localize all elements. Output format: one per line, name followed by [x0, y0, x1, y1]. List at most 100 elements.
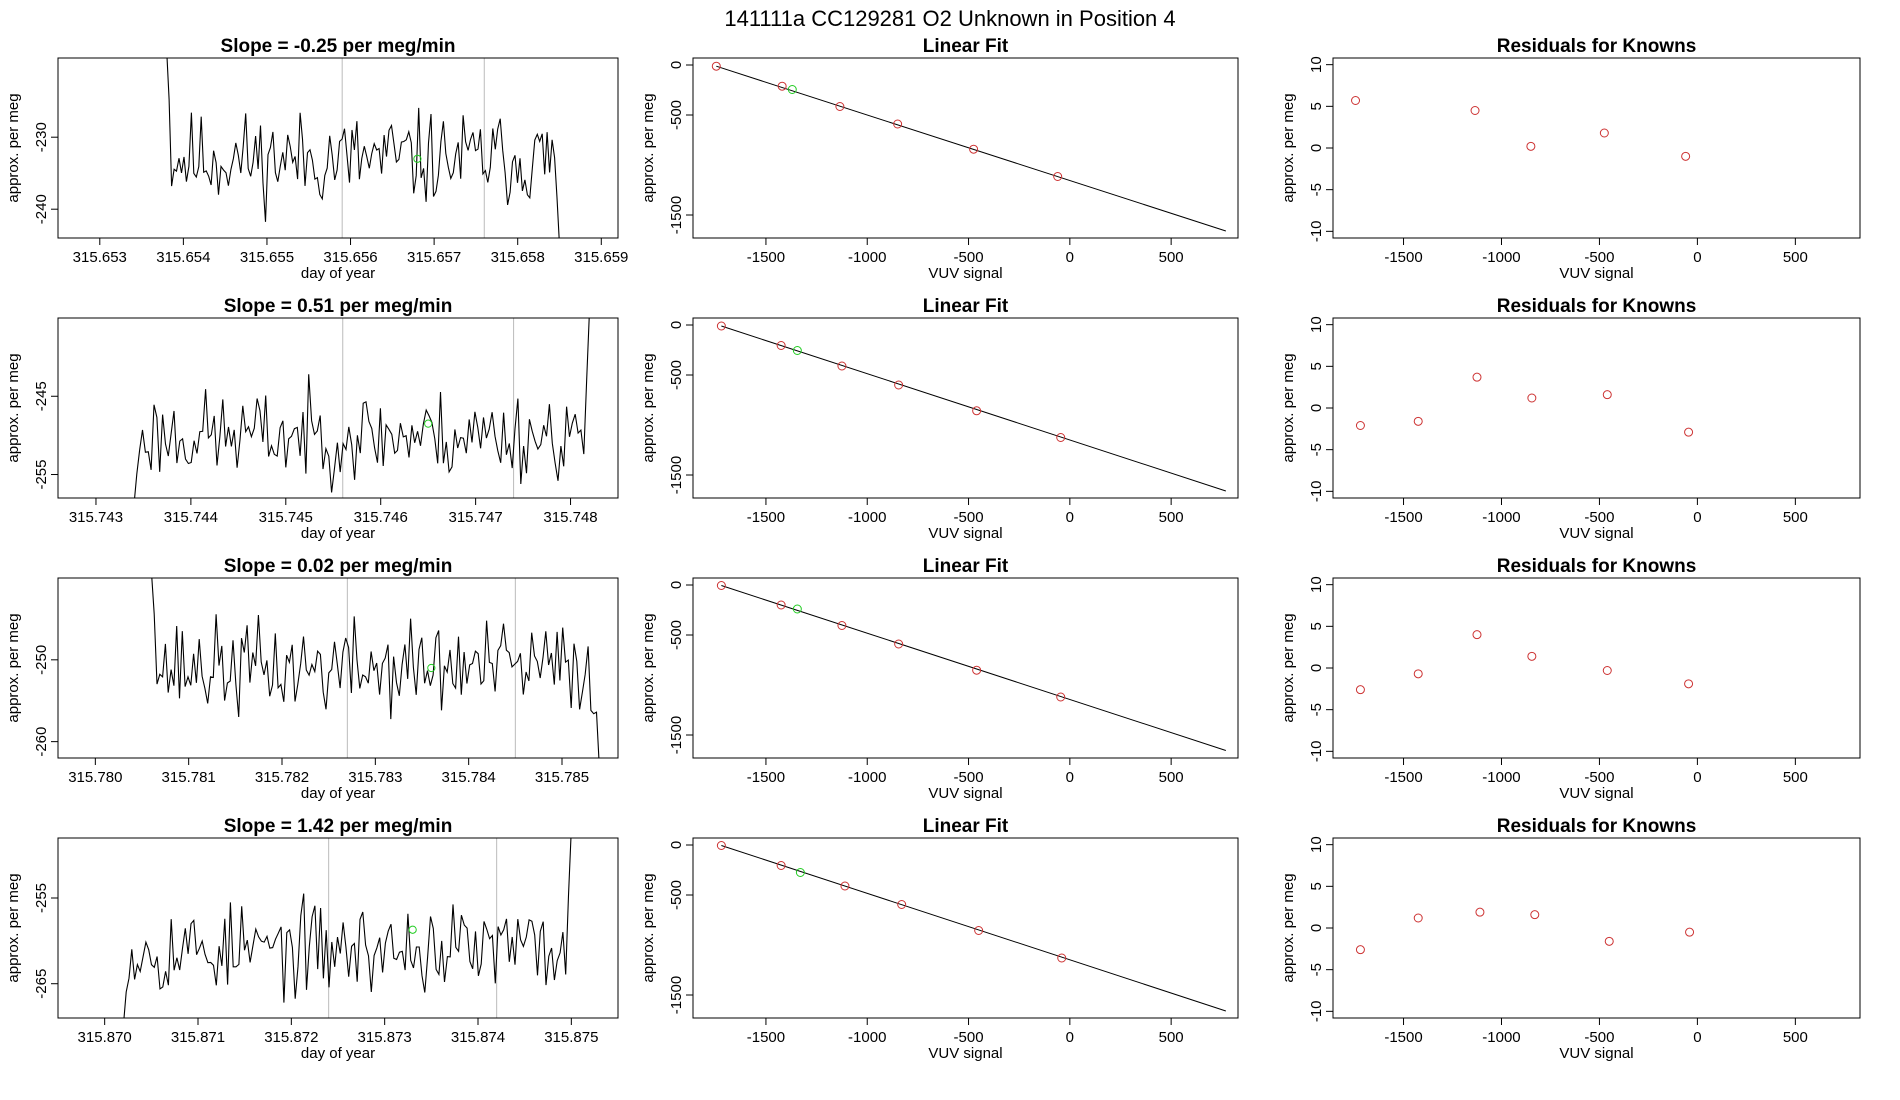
y-tick-label: -500	[668, 880, 685, 910]
panel-r1-resid: Residuals for Knowns -1500 -1000 -500 0 500 10…	[1280, 296, 1861, 542]
y-axis-label: approx. per meg	[5, 93, 22, 202]
y-axis-label: approx. per meg	[5, 353, 22, 462]
known-point	[776, 341, 786, 350]
known-point	[974, 926, 984, 935]
x-tick-label: -1500	[1384, 769, 1422, 786]
x-tick-label: -500	[1584, 249, 1614, 266]
x-tick-label: 315.871	[171, 1029, 225, 1046]
panel-r2-resid: Residuals for Knowns -1500 -1000 -500 0 500 10…	[1280, 556, 1861, 802]
y-tick-label: -5	[1308, 183, 1325, 196]
plot-frame	[1332, 57, 1861, 239]
residual-point	[1684, 679, 1694, 689]
fit-line	[721, 845, 1226, 1012]
x-tick-label: -1500	[747, 249, 785, 266]
y-tick-label: -500	[668, 620, 685, 650]
panel-title: Linear Fit	[923, 296, 1009, 317]
plot-area	[711, 61, 1226, 232]
y-axis-label: approx. per meg	[1280, 93, 1297, 202]
x-tick-label: 500	[1159, 1029, 1184, 1046]
x-tick-label: 0	[1693, 1029, 1701, 1046]
x-tick-label: 315.872	[264, 1029, 318, 1046]
x-tick-label: -1000	[848, 1029, 886, 1046]
known-point	[835, 102, 845, 111]
residual-point	[1526, 141, 1536, 151]
x-tick-label: -1500	[1384, 1029, 1422, 1046]
x-tick-label: 315.654	[156, 249, 210, 266]
known-point	[969, 144, 979, 154]
residual-point	[1470, 106, 1480, 115]
x-tick-label: 0	[1066, 249, 1074, 266]
x-axis-label: VUV signal	[928, 1045, 1002, 1062]
y-tick-label: 10	[1308, 316, 1325, 333]
plot-frame	[1332, 317, 1861, 499]
x-tick-label: 315.744	[164, 509, 218, 526]
residual-point	[1681, 151, 1691, 161]
y-axis-label: approx. per meg	[1280, 873, 1297, 982]
y-tick-label: -255	[33, 883, 50, 913]
known-point	[837, 361, 847, 371]
known-point	[1053, 172, 1063, 181]
y-tick-label: -260	[33, 727, 50, 757]
panel-title: Slope = 0.51 per meg/min	[224, 296, 453, 317]
x-tick-label: 500	[1783, 1029, 1808, 1046]
residual-point	[1685, 927, 1695, 937]
plot-area	[1355, 372, 1694, 437]
plot-frame	[692, 837, 1239, 1019]
x-tick-label: 315.747	[449, 509, 503, 526]
x-tick-label: 315.873	[358, 1029, 412, 1046]
plot-area	[123, 838, 572, 1018]
y-tick-label: -245	[33, 381, 50, 411]
x-tick-label: 315.874	[451, 1029, 505, 1046]
y-axis-label: approx. per meg	[640, 93, 657, 202]
y-axis-label: approx. per meg	[640, 353, 657, 462]
panel-title: Linear Fit	[923, 816, 1009, 837]
unknown-point	[792, 604, 802, 614]
y-axis-label: approx. per meg	[5, 613, 22, 722]
plot-area	[166, 58, 560, 238]
figure-title: 141111a CC129281 O2 Unknown in Position …	[724, 6, 1175, 31]
y-axis-label: approx. per meg	[640, 873, 657, 982]
known-point	[776, 861, 786, 870]
x-tick-label: 315.658	[491, 249, 545, 266]
y-axis-label: approx. per meg	[5, 873, 22, 982]
x-tick-label: 315.785	[535, 769, 589, 786]
y-tick-label: 0	[1308, 924, 1325, 932]
y-tick-label: -240	[33, 194, 50, 224]
y-tick-label: -5	[1308, 703, 1325, 716]
y-tick-label: -1500	[668, 196, 685, 234]
known-point	[1057, 953, 1067, 963]
residual-point	[1413, 416, 1423, 426]
residual-point	[1599, 128, 1609, 138]
known-point	[716, 321, 726, 331]
panel-title: Slope = 0.02 per meg/min	[224, 556, 453, 577]
x-tick-label: 500	[1783, 769, 1808, 786]
plot-frame	[57, 577, 619, 759]
plot-frame	[692, 577, 1239, 759]
y-tick-label: -10	[1308, 220, 1325, 242]
y-tick-label: -10	[1308, 480, 1325, 502]
x-axis-label: day of year	[301, 265, 375, 282]
known-point	[837, 621, 847, 630]
x-tick-label: -1500	[747, 769, 785, 786]
x-tick-label: 315.655	[240, 249, 294, 266]
x-tick-label: 500	[1783, 249, 1808, 266]
known-point	[840, 881, 850, 891]
x-axis-label: day of year	[301, 785, 375, 802]
y-tick-label: 10	[1308, 836, 1325, 853]
y-tick-label: 5	[1308, 882, 1325, 890]
residual-point	[1472, 372, 1482, 382]
y-tick-label: 0	[1308, 664, 1325, 672]
known-point	[716, 581, 726, 590]
x-tick-label: -500	[1584, 509, 1614, 526]
plot-area	[134, 318, 590, 498]
panel-title: Residuals for Knowns	[1497, 36, 1697, 57]
plot-frame	[57, 837, 619, 1019]
panel-r3-resid: Residuals for Knowns -1500 -1000 -500 0 500 10…	[1280, 816, 1861, 1062]
plot-area	[716, 841, 1226, 1012]
panel-r3-fit: Linear Fit -1500 -1000 -500 0 500 0 -500 -1500 VU…	[640, 816, 1239, 1062]
data-trace	[151, 578, 600, 758]
y-tick-label: -5	[1308, 963, 1325, 976]
x-tick-label: 500	[1159, 509, 1184, 526]
known-point	[1056, 433, 1066, 442]
panel-r0-resid: Residuals for Knowns -1500 -1000 -500 0 500 10…	[1280, 36, 1861, 282]
